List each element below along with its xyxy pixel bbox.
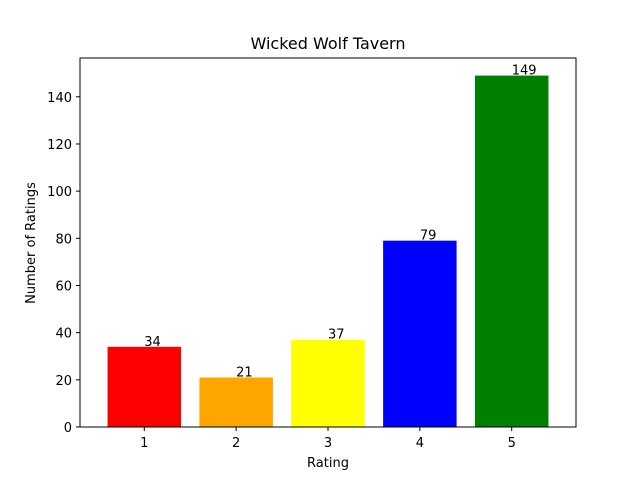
data-label-3: 37	[328, 328, 345, 343]
data-label-2: 21	[236, 365, 253, 380]
bar-4	[383, 240, 457, 427]
y-tick-label-100: 100	[47, 185, 72, 200]
y-axis-label: Number of Ratings	[24, 182, 39, 304]
y-tick-label-120: 120	[47, 138, 72, 153]
data-label-1: 34	[144, 335, 161, 350]
x-tick-label-5: 5	[508, 436, 516, 451]
bar-2	[199, 377, 273, 427]
x-tick-label-2: 2	[232, 436, 240, 451]
chart-title: Wicked Wolf Tavern	[250, 34, 405, 53]
y-tick-label-140: 140	[47, 91, 72, 106]
bar-1	[107, 346, 182, 427]
y-tick-label-80: 80	[55, 232, 72, 247]
x-tick-label-1: 1	[140, 436, 148, 451]
x-tick-label-3: 3	[324, 436, 332, 451]
bar-5	[474, 75, 549, 428]
data-label-4: 79	[420, 229, 437, 244]
x-tick-label-4: 4	[416, 436, 424, 451]
y-tick-label-40: 40	[55, 327, 72, 342]
x-axis-label: Rating	[307, 456, 349, 471]
y-tick-label-0: 0	[64, 421, 72, 436]
y-tick-label-20: 20	[55, 374, 72, 389]
bar-3	[291, 339, 365, 427]
y-tick-label-60: 60	[55, 279, 72, 294]
data-label-5: 149	[512, 64, 537, 79]
